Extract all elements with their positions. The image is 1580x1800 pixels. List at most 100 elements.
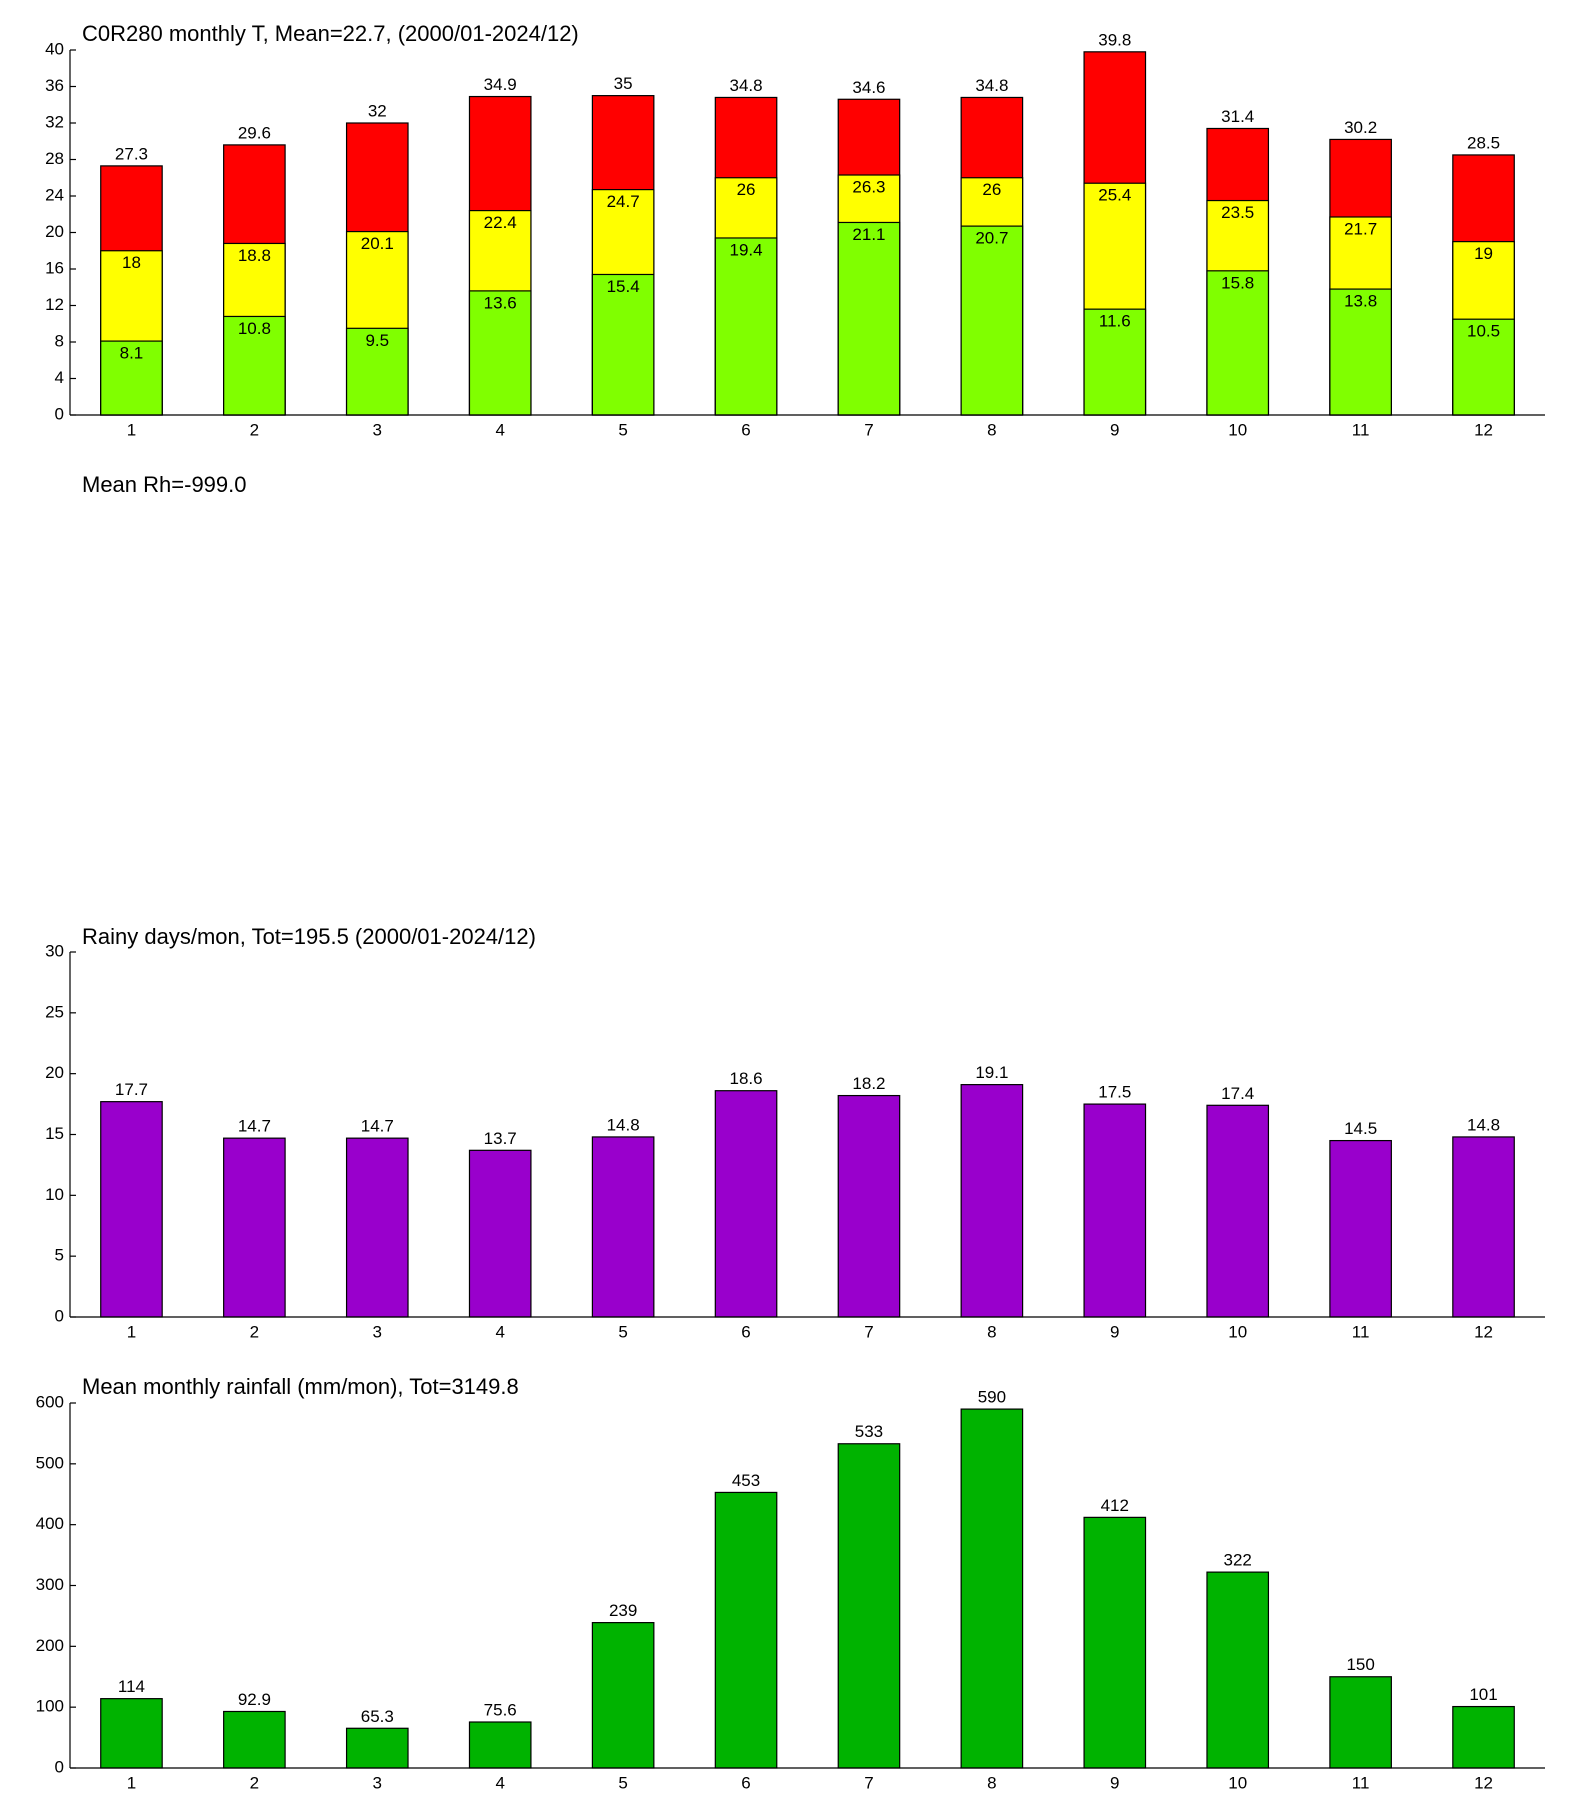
value-label: 453	[732, 1471, 760, 1490]
bar	[100, 1698, 163, 1769]
value-label: 8.1	[120, 344, 144, 363]
bar	[1452, 1705, 1515, 1769]
bar	[1329, 1139, 1392, 1318]
x-tick-label: 7	[864, 420, 873, 439]
x-tick-label: 3	[373, 420, 382, 439]
bar	[1083, 308, 1147, 416]
value-label: 18.2	[852, 1074, 885, 1093]
bar	[1206, 270, 1270, 416]
y-tick-label: 40	[45, 39, 64, 58]
value-label: 15.4	[607, 277, 640, 296]
value-label: 27.3	[115, 144, 148, 163]
bar	[100, 340, 163, 416]
x-tick-label: 10	[1228, 1773, 1247, 1792]
bar	[1329, 1676, 1392, 1769]
value-label: 24.7	[607, 192, 640, 211]
x-tick-label: 5	[618, 1773, 627, 1792]
value-label: 26.3	[852, 177, 885, 196]
x-tick-label: 12	[1474, 1773, 1493, 1792]
chart-title: Rainy days/mon, Tot=195.5 (2000/01-2024/…	[82, 924, 536, 949]
value-label: 14.7	[361, 1117, 394, 1136]
x-tick-label: 9	[1110, 1322, 1119, 1341]
value-label: 35	[614, 74, 633, 93]
value-label: 18.6	[729, 1069, 762, 1088]
y-tick-label: 0	[55, 404, 64, 423]
value-label: 30.2	[1344, 118, 1377, 137]
value-label: 14.8	[1467, 1115, 1500, 1134]
bar	[345, 327, 409, 416]
y-tick-label: 0	[55, 1306, 64, 1325]
x-tick-label: 4	[495, 420, 504, 439]
bar	[223, 1710, 286, 1769]
value-label: 34.8	[975, 76, 1008, 95]
x-tick-label: 10	[1228, 420, 1247, 439]
y-tick-label: 5	[55, 1246, 64, 1265]
y-tick-label: 0	[55, 1757, 64, 1776]
x-tick-label: 7	[864, 1322, 873, 1341]
bar	[591, 273, 655, 416]
x-tick-label: 1	[127, 1322, 136, 1341]
bar	[591, 1136, 655, 1318]
y-tick-label: 20	[45, 222, 64, 241]
y-tick-label: 200	[36, 1636, 64, 1655]
value-label: 10.5	[1467, 322, 1500, 341]
x-tick-label: 6	[741, 420, 750, 439]
value-label: 412	[1101, 1496, 1129, 1515]
x-tick-label: 5	[618, 1322, 627, 1341]
value-label: 18.8	[238, 246, 271, 265]
value-label: 101	[1469, 1685, 1497, 1704]
x-tick-label: 11	[1352, 420, 1370, 439]
value-label: 26	[982, 180, 1001, 199]
x-tick-label: 4	[495, 1322, 504, 1341]
value-label: 11.6	[1099, 312, 1131, 331]
y-tick-label: 4	[55, 368, 64, 387]
bar	[591, 1622, 655, 1769]
bar	[714, 1090, 778, 1318]
value-label: 14.7	[238, 1117, 271, 1136]
value-label: 29.6	[238, 123, 271, 142]
x-tick-label: 5	[618, 420, 627, 439]
x-tick-label: 9	[1110, 420, 1119, 439]
bar	[714, 237, 778, 416]
bar	[837, 1094, 901, 1318]
bar	[960, 1408, 1024, 1769]
x-tick-label: 4	[495, 1773, 504, 1792]
value-label: 150	[1346, 1655, 1374, 1674]
value-label: 590	[978, 1388, 1006, 1407]
y-tick-label: 25	[45, 1002, 64, 1021]
x-tick-label: 8	[987, 420, 996, 439]
bar	[837, 1443, 901, 1769]
value-label: 14.5	[1344, 1119, 1377, 1138]
value-label: 25.4	[1098, 186, 1131, 205]
y-tick-label: 36	[45, 76, 64, 95]
value-label: 13.6	[484, 293, 517, 312]
value-label: 32	[368, 101, 387, 120]
bar	[1206, 1104, 1270, 1318]
x-tick-label: 6	[741, 1773, 750, 1792]
value-label: 20.7	[975, 229, 1008, 248]
x-tick-label: 3	[373, 1773, 382, 1792]
chart-title: Mean monthly rainfall (mm/mon), Tot=3149…	[82, 1374, 519, 1399]
x-tick-label: 12	[1474, 1322, 1493, 1341]
value-label: 533	[855, 1422, 883, 1441]
y-tick-label: 300	[36, 1575, 64, 1594]
value-label: 14.8	[607, 1115, 640, 1134]
y-tick-label: 600	[36, 1392, 64, 1411]
value-label: 65.3	[361, 1707, 394, 1726]
bar	[1452, 1136, 1515, 1318]
x-tick-label: 3	[373, 1322, 382, 1341]
y-tick-label: 400	[36, 1514, 64, 1533]
bar	[468, 1149, 532, 1318]
value-label: 23.5	[1221, 203, 1254, 222]
bar	[223, 1137, 286, 1318]
y-tick-label: 28	[45, 149, 64, 168]
bar	[960, 225, 1024, 416]
value-label: 19.1	[975, 1063, 1008, 1082]
x-tick-label: 2	[250, 1773, 259, 1792]
value-label: 21.1	[852, 225, 885, 244]
value-label: 13.8	[1344, 292, 1377, 311]
value-label: 13.7	[484, 1129, 517, 1148]
x-tick-label: 6	[741, 1322, 750, 1341]
y-tick-label: 20	[45, 1063, 64, 1082]
x-tick-label: 2	[250, 1322, 259, 1341]
